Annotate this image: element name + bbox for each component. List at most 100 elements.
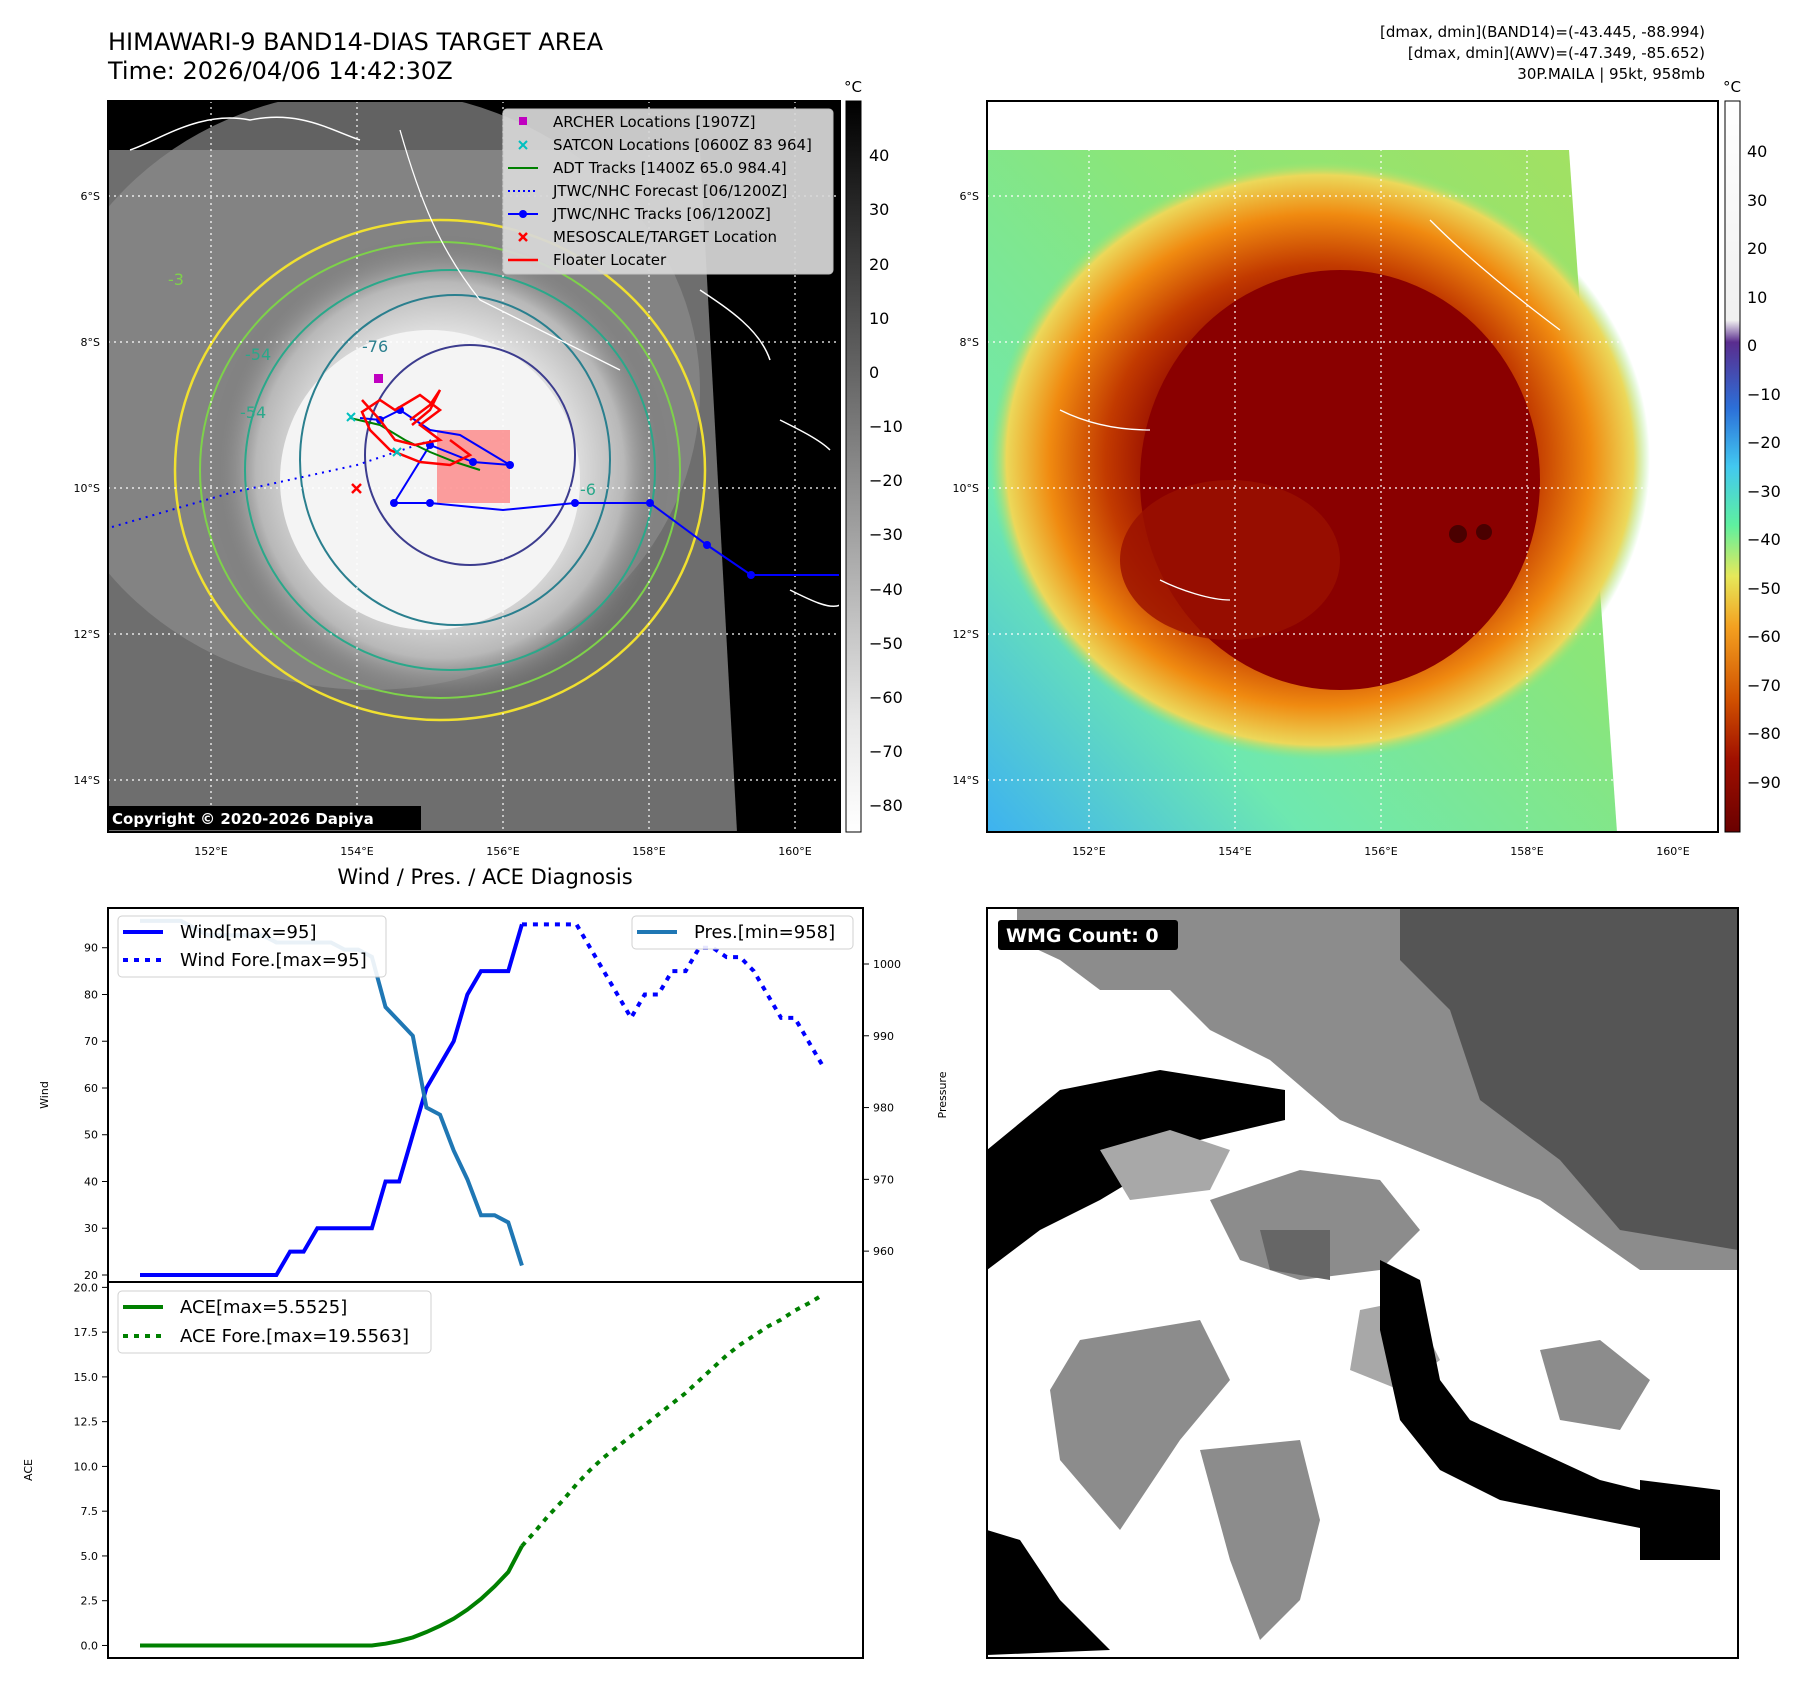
jtwc-track: [359, 408, 840, 576]
ace-chart: 0.0 2.5 5.0 7.5 10.0 12.5 15.0 17.5 20.0 ACE ACE…: [22, 1281, 864, 1659]
stats-awv: [dmax, dmin](AWV)=(-47.349, -85.652): [1407, 44, 1705, 62]
ace-ytick-label: 5.0: [81, 1550, 99, 1563]
wind-axis-label: Wind: [38, 1081, 51, 1109]
cbar-tick: −40: [1747, 530, 1781, 549]
ir-map-frame: [107, 100, 841, 833]
lat-tick: 14°S: [953, 774, 979, 787]
lat-tick: 12°S: [74, 628, 100, 641]
wmg-region: [1400, 908, 1738, 1250]
pres-legend: Pres.[min=958]: [631, 915, 854, 950]
cbar-tick: 30: [1747, 191, 1767, 210]
cbar-tick: −70: [869, 742, 903, 761]
adt-track: [349, 417, 481, 471]
ace-legend: ACE[max=5.5525] ACE Fore.[max=19.5563]: [117, 1290, 432, 1354]
cbar-tick: −20: [1747, 433, 1781, 452]
wind-ytick-label: 90: [84, 942, 98, 955]
pres-ytick-label: 980: [873, 1102, 894, 1115]
awv-map-axes: 152°E 154°E 156°E 158°E 160°E 6°S 8°S 10…: [953, 190, 1690, 858]
wmg-count-badge: [998, 920, 1178, 950]
legend-x-icon: [518, 232, 528, 242]
contour-label: -6: [580, 480, 596, 499]
pres-ytick-label: 1000: [873, 958, 901, 971]
pressure-axis-label: Pressure: [936, 1071, 949, 1118]
legend-label: Floater Locater: [553, 251, 667, 269]
awv-map-frame: [986, 100, 1719, 833]
cbar-tick: 20: [1747, 239, 1767, 258]
legend-square-icon: [519, 117, 527, 125]
lat-tick: 6°S: [81, 190, 100, 203]
lon-tick: 156°E: [486, 845, 519, 858]
ir-cbar-ticks: 40 30 20 10 0 −10 −20 −30 −40 −50 −60 −7…: [869, 146, 903, 815]
wmg-region: [1640, 1480, 1720, 1560]
legend-label: ADT Tracks [1400Z 65.0 984.4]: [553, 159, 787, 177]
ace-ytick-label: 0.0: [81, 1639, 99, 1652]
pres-ytick-label: 990: [873, 1030, 894, 1043]
cbar-tick: −70: [1747, 676, 1781, 695]
contour-label: -54: [240, 403, 266, 422]
wmg-region: [1540, 1340, 1650, 1430]
target-marker: [351, 483, 362, 494]
copyright-text: Copyright © 2020-2026 Dapiya: [112, 810, 374, 828]
wind-ytick-label: 70: [84, 1035, 98, 1048]
ace-ytick-label: 17.5: [74, 1326, 99, 1339]
legend-label: Wind[max=95]: [180, 922, 317, 943]
floater-locater: [360, 393, 473, 467]
contour-label: -76: [362, 337, 388, 356]
map-time: Time: 2026/04/06 14:42:30Z: [108, 57, 453, 85]
lat-tick: 12°S: [953, 628, 979, 641]
legend-label: MESOSCALE/TARGET Location: [553, 228, 777, 246]
lon-tick: 152°E: [194, 845, 227, 858]
legend-label: JTWC/NHC Forecast [06/1200Z]: [552, 182, 787, 200]
cbar-tick: −80: [1747, 724, 1781, 743]
wind-series-line: [140, 923, 524, 1277]
contour-label: -3: [168, 270, 184, 289]
target-box: [437, 430, 510, 503]
cbar-tick: −50: [869, 634, 903, 653]
lat-tick: 8°S: [81, 336, 100, 349]
wmg-region: [1210, 1170, 1420, 1280]
lat-tick: 10°S: [953, 482, 979, 495]
wmg-region: [1260, 1230, 1330, 1280]
wmg-frame: [986, 907, 1739, 1659]
wmg-region: [1380, 1260, 1700, 1540]
copyright-box: [108, 806, 421, 830]
wind-legend: Wind[max=95] Wind Fore.[max=95]: [117, 915, 387, 978]
map-title: HIMAWARI-9 BAND14-DIAS TARGET AREA: [108, 28, 604, 56]
lon-tick: 158°E: [1510, 845, 1543, 858]
cbar-tick: −20: [869, 471, 903, 490]
cbar-tick: −90: [1747, 773, 1781, 792]
cbar-tick: 20: [869, 255, 889, 274]
ace-ytick-label: 20.0: [74, 1281, 99, 1294]
jtwc-track-points: [376, 406, 755, 579]
ace-ytick-label: 12.5: [74, 1416, 99, 1429]
wmg-region: [1200, 1440, 1320, 1640]
lon-tick: 154°E: [1218, 845, 1251, 858]
legend-label: ACE[max=5.5525]: [180, 1297, 347, 1318]
lat-tick: 6°S: [960, 190, 979, 203]
awv-cbar-unit: °C: [1723, 78, 1741, 96]
awv-map-panel: [987, 101, 1718, 832]
lon-tick: 154°E: [340, 845, 373, 858]
legend-label: SATCON Locations [0600Z 83 964]: [553, 136, 812, 154]
archer-marker: [374, 374, 383, 383]
cbar-tick: −50: [1747, 579, 1781, 598]
cbar-tick: −30: [869, 525, 903, 544]
lon-tick: 160°E: [778, 845, 811, 858]
pres-ytick-label: 970: [873, 1173, 894, 1186]
wmg-region: [987, 1530, 1110, 1655]
awv-colorbar: °C 40 30 20 10 0 −10 −20 −30 −40 −50 −60…: [1723, 78, 1781, 833]
cbar-tick: 0: [869, 363, 879, 382]
ace-ytick-label: 7.5: [81, 1505, 99, 1518]
lat-tick: 14°S: [74, 774, 100, 787]
cbar-tick: −10: [869, 417, 903, 436]
lon-tick: 156°E: [1364, 845, 1397, 858]
lon-tick: 160°E: [1656, 845, 1689, 858]
ir-cbar-unit: °C: [844, 78, 862, 96]
lat-tick: 10°S: [74, 482, 100, 495]
wind-ytick-label: 30: [84, 1222, 98, 1235]
cbar-tick: −30: [1747, 482, 1781, 501]
ir-legend: ARCHER Locations [1907Z] SATCON Location…: [502, 108, 834, 275]
cbar-tick: 0: [1747, 336, 1757, 355]
legend-label: JTWC/NHC Tracks [06/1200Z]: [552, 205, 771, 223]
